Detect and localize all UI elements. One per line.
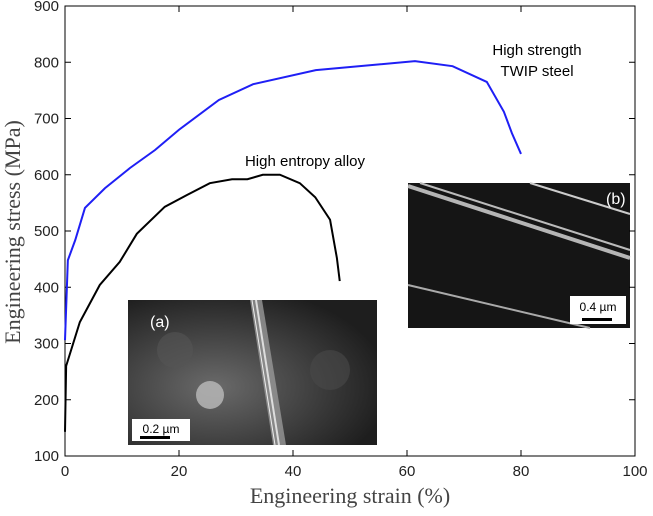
line-series [64,173,341,432]
inset-a: (a) 0.2 µm [128,299,377,446]
annotation: High strength [492,42,581,59]
annotation: TWIP steel [500,63,573,80]
line-series [64,60,522,341]
y-tick-label: 800 [34,54,59,71]
inset-b: (b) 0.4 µm [407,182,631,329]
y-axis-label: Engineering stress (MPa) [0,120,25,344]
x-tick-label: 0 [61,463,69,480]
y-tick-label: 600 [34,167,59,184]
x-tick-label: 80 [513,463,530,480]
x-tick-label: 100 [622,463,647,480]
scale-bar-label: 0.4 µm [580,300,617,314]
inset-label: (a) [150,314,170,331]
x-tick-label: 60 [399,463,416,480]
x-axis-label: Engineering strain (%) [250,483,450,508]
inset-label: (b) [606,191,626,208]
x-tick-label: 40 [285,463,302,480]
y-tick-label: 400 [34,279,59,296]
y-tick-label: 500 [34,223,59,240]
x-tick-label: 20 [171,463,188,480]
y-tick-label: 700 [34,111,59,128]
y-tick-label: 200 [34,392,59,409]
y-tick-label: 900 [34,0,59,15]
y-tick-label: 100 [34,448,59,465]
annotation: High entropy alloy [245,153,366,170]
scale-bar-label: 0.2 µm [143,422,180,436]
y-tick-label: 300 [34,336,59,353]
